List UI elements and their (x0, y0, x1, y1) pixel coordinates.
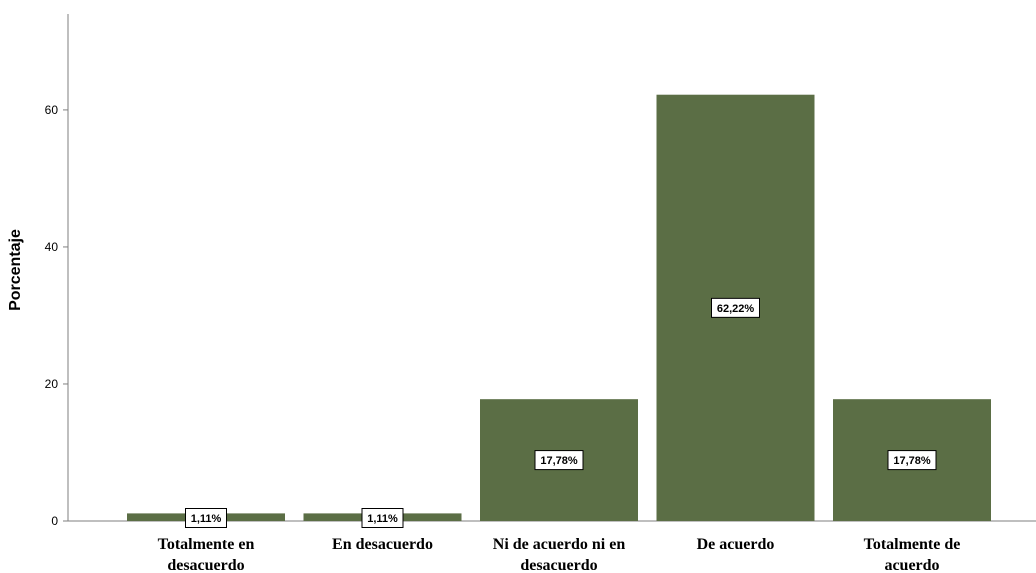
category-labels: Totalmente en desacuerdo En desacuerdo Ni d… (158, 536, 961, 573)
y-tick-label: 20 (45, 377, 59, 391)
data-label: 1,11% (191, 513, 222, 525)
category-label: En desacuerdo (332, 536, 433, 553)
category-label: desacuerdo (520, 557, 597, 573)
data-label-box (887, 450, 937, 471)
category-label: acuerdo (884, 557, 939, 573)
category-label: Totalmente de (864, 536, 961, 553)
data-labels: 1,11% 1,11% 17,78% 62,22% 17,78% (185, 297, 937, 528)
y-ticks: 0 20 40 60 (45, 103, 68, 528)
data-label: 17,78% (540, 455, 578, 467)
data-label-box (534, 450, 584, 471)
data-label: 1,11% (367, 513, 398, 525)
y-tick-label: 0 (51, 514, 58, 528)
data-label-box (711, 297, 760, 318)
data-label: 17,78% (893, 455, 931, 467)
category-label: Ni de acuerdo ni en (493, 536, 626, 553)
y-tick-label: 40 (45, 240, 59, 254)
data-label: 62,22% (717, 303, 755, 315)
y-axis-title: Porcentaje (7, 229, 24, 311)
y-tick-label: 60 (45, 103, 59, 117)
data-label-box (361, 508, 404, 528)
category-label: De acuerdo (697, 536, 775, 553)
category-label: Totalmente en (158, 536, 255, 553)
data-label-box (185, 508, 227, 528)
category-label: desacuerdo (167, 557, 244, 573)
